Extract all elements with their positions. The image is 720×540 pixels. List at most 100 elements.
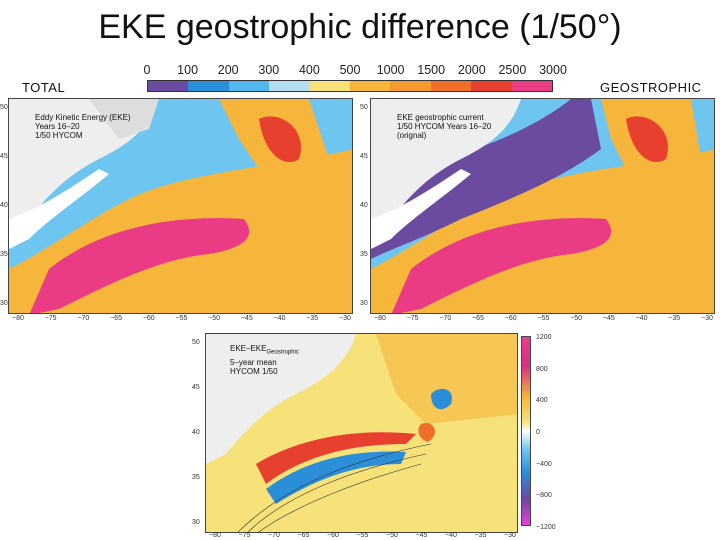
colorbar-swatch: [511, 81, 553, 91]
total-lat-axis: 50 45 40 35 30: [0, 98, 8, 314]
total-eke-map-svg: [9, 99, 352, 313]
colorbar-swatch: [269, 81, 310, 91]
colorbar-swatch: [188, 81, 229, 91]
colorbar-ticks: 0 100 200 300 400 500 1000 1500 2000 2500 3000: [143, 63, 567, 79]
lon-tick-label: −35: [474, 532, 487, 539]
lat-tick-label: 35: [360, 251, 368, 258]
lon-tick-label: −35: [668, 315, 681, 322]
colorbar-tick-label: 200: [217, 63, 239, 77]
colorbar-swatch: [309, 81, 351, 91]
difference-map-caption: EKE–EKEGeostrophic 5–year mean HYCOM 1/5…: [230, 344, 299, 376]
colorbar-swatch: [228, 81, 270, 91]
lat-tick-label: 30: [192, 519, 200, 526]
total-label: TOTAL: [22, 80, 66, 95]
lon-tick-label: −30: [339, 315, 351, 322]
lon-tick-label: −80: [209, 532, 221, 539]
colorbar-tick-label: 3000: [539, 63, 567, 77]
colorbar-tick-label: 0: [143, 63, 151, 77]
lat-tick-label: 45: [360, 153, 368, 160]
lat-tick-label: 50: [192, 339, 200, 346]
geostrophic-lat-axis: 50 45 40 35 30: [360, 98, 370, 314]
geostrophic-lon-axis: −80 −75 −70 −65 −60 −55 −50 −45 −40 −35 −30: [370, 315, 715, 325]
colorbar-tick-label: 2000: [457, 63, 486, 77]
lon-tick-label: −40: [635, 315, 648, 322]
geostrophic-label: GEOSTROPHIC: [600, 80, 702, 95]
difference-caption-sub: Geostrophic: [266, 349, 299, 356]
difference-lon-axis: −80 −75 −70 −65 −60 −55 −50 −45 −40 −35 −30: [205, 532, 518, 540]
difference-colorbar-tick: 400: [536, 397, 548, 405]
geostrophic-map-caption: EKE geostrophic current 1/50 HYCOM Years…: [397, 113, 492, 140]
lat-tick-label: 45: [0, 153, 8, 160]
lat-tick-label: 30: [0, 300, 8, 307]
colorbar-tick-label: 2500: [498, 63, 527, 77]
difference-colorbar-tick: −400: [536, 460, 552, 468]
lat-tick-label: 50: [360, 104, 368, 111]
colorbar-swatch: [430, 81, 472, 91]
lon-tick-label: −75: [406, 315, 419, 322]
difference-lat-axis: 50 45 40 35 30: [192, 333, 204, 533]
total-eke-map: Eddy Kinetic Energy (EKE) Years 16–20 1/…: [8, 98, 353, 314]
lon-tick-label: −45: [602, 315, 615, 322]
lat-tick-label: 50: [0, 104, 8, 111]
lon-tick-label: −45: [240, 315, 253, 322]
lon-tick-label: −60: [327, 532, 339, 539]
lat-tick-label: 40: [360, 202, 368, 209]
difference-caption-main: EKE–EKE: [230, 344, 267, 353]
lon-tick-label: −60: [504, 315, 517, 322]
geostrophic-eke-map: EKE geostrophic current 1/50 HYCOM Years…: [370, 98, 715, 314]
lat-tick-label: 40: [0, 202, 8, 209]
lon-tick-label: −80: [374, 315, 386, 322]
lon-tick-label: −45: [415, 532, 428, 539]
difference-colorbar-tick: 800: [536, 365, 548, 373]
lon-tick-label: −80: [12, 315, 24, 322]
lon-tick-label: −30: [701, 315, 713, 322]
lat-tick-label: 40: [192, 429, 200, 436]
lon-tick-label: −75: [44, 315, 57, 322]
difference-colorbar-tick: 1200: [536, 334, 552, 341]
total-lon-axis: −80 −75 −70 −65 −60 −55 −50 −45 −40 −35 −30: [8, 315, 353, 325]
lon-tick-label: −65: [472, 315, 484, 322]
colorbar-tick-label: 100: [177, 63, 199, 77]
difference-colorbar-tick: −800: [536, 492, 552, 500]
lon-tick-label: −60: [142, 315, 155, 322]
colorbar-swatch: [471, 81, 512, 91]
difference-colorbar: [521, 336, 531, 526]
colorbar-tick-label: 300: [258, 63, 280, 77]
lon-tick-label: −65: [110, 315, 122, 322]
colorbar-tick-label: 500: [339, 63, 361, 77]
lon-tick-label: −70: [268, 532, 280, 539]
lat-tick-label: 45: [192, 384, 200, 391]
lon-tick-label: −65: [297, 532, 310, 539]
difference-eke-map-svg: [206, 334, 517, 532]
colorbar-swatch: [350, 81, 391, 91]
lon-tick-label: −50: [208, 315, 221, 322]
colorbar-swatch: [148, 81, 189, 91]
total-map-caption: Eddy Kinetic Energy (EKE) Years 16–20 1/…: [35, 113, 131, 140]
slide-title: EKE geostrophic difference (1/50°): [98, 8, 622, 46]
lon-tick-label: −40: [273, 315, 286, 322]
lon-tick-label: −40: [445, 532, 457, 539]
colorbar-tick-label: 1000: [376, 63, 405, 77]
difference-eke-map: EKE–EKEGeostrophic 5–year mean HYCOM 1/5…: [205, 333, 518, 533]
lon-tick-label: −70: [439, 315, 452, 322]
difference-caption-rest: 5–year mean HYCOM 1/50: [230, 357, 278, 376]
lon-tick-label: −75: [238, 532, 251, 539]
colorbar-swatch: [390, 81, 431, 91]
colorbar-tick-label: 1500: [417, 63, 446, 77]
lon-tick-label: −70: [77, 315, 90, 322]
lat-tick-label: 30: [360, 300, 368, 307]
lon-tick-label: −50: [570, 315, 583, 322]
lon-tick-label: −55: [537, 315, 550, 322]
lon-tick-label: −30: [504, 532, 516, 539]
difference-colorbar-tick: 0: [536, 429, 540, 436]
lat-tick-label: 35: [0, 251, 8, 258]
colorbar-tick-label: 400: [298, 63, 320, 77]
colorbar: [147, 80, 553, 92]
lon-tick-label: −55: [356, 532, 369, 539]
lon-tick-label: −55: [175, 315, 188, 322]
lon-tick-label: −50: [386, 532, 398, 539]
geostrophic-eke-map-svg: [371, 99, 714, 313]
lon-tick-label: −35: [306, 315, 319, 322]
lat-tick-label: 35: [192, 474, 200, 481]
difference-colorbar-labels: 1200 800 400 0 −400 −800 −1200: [536, 334, 566, 531]
